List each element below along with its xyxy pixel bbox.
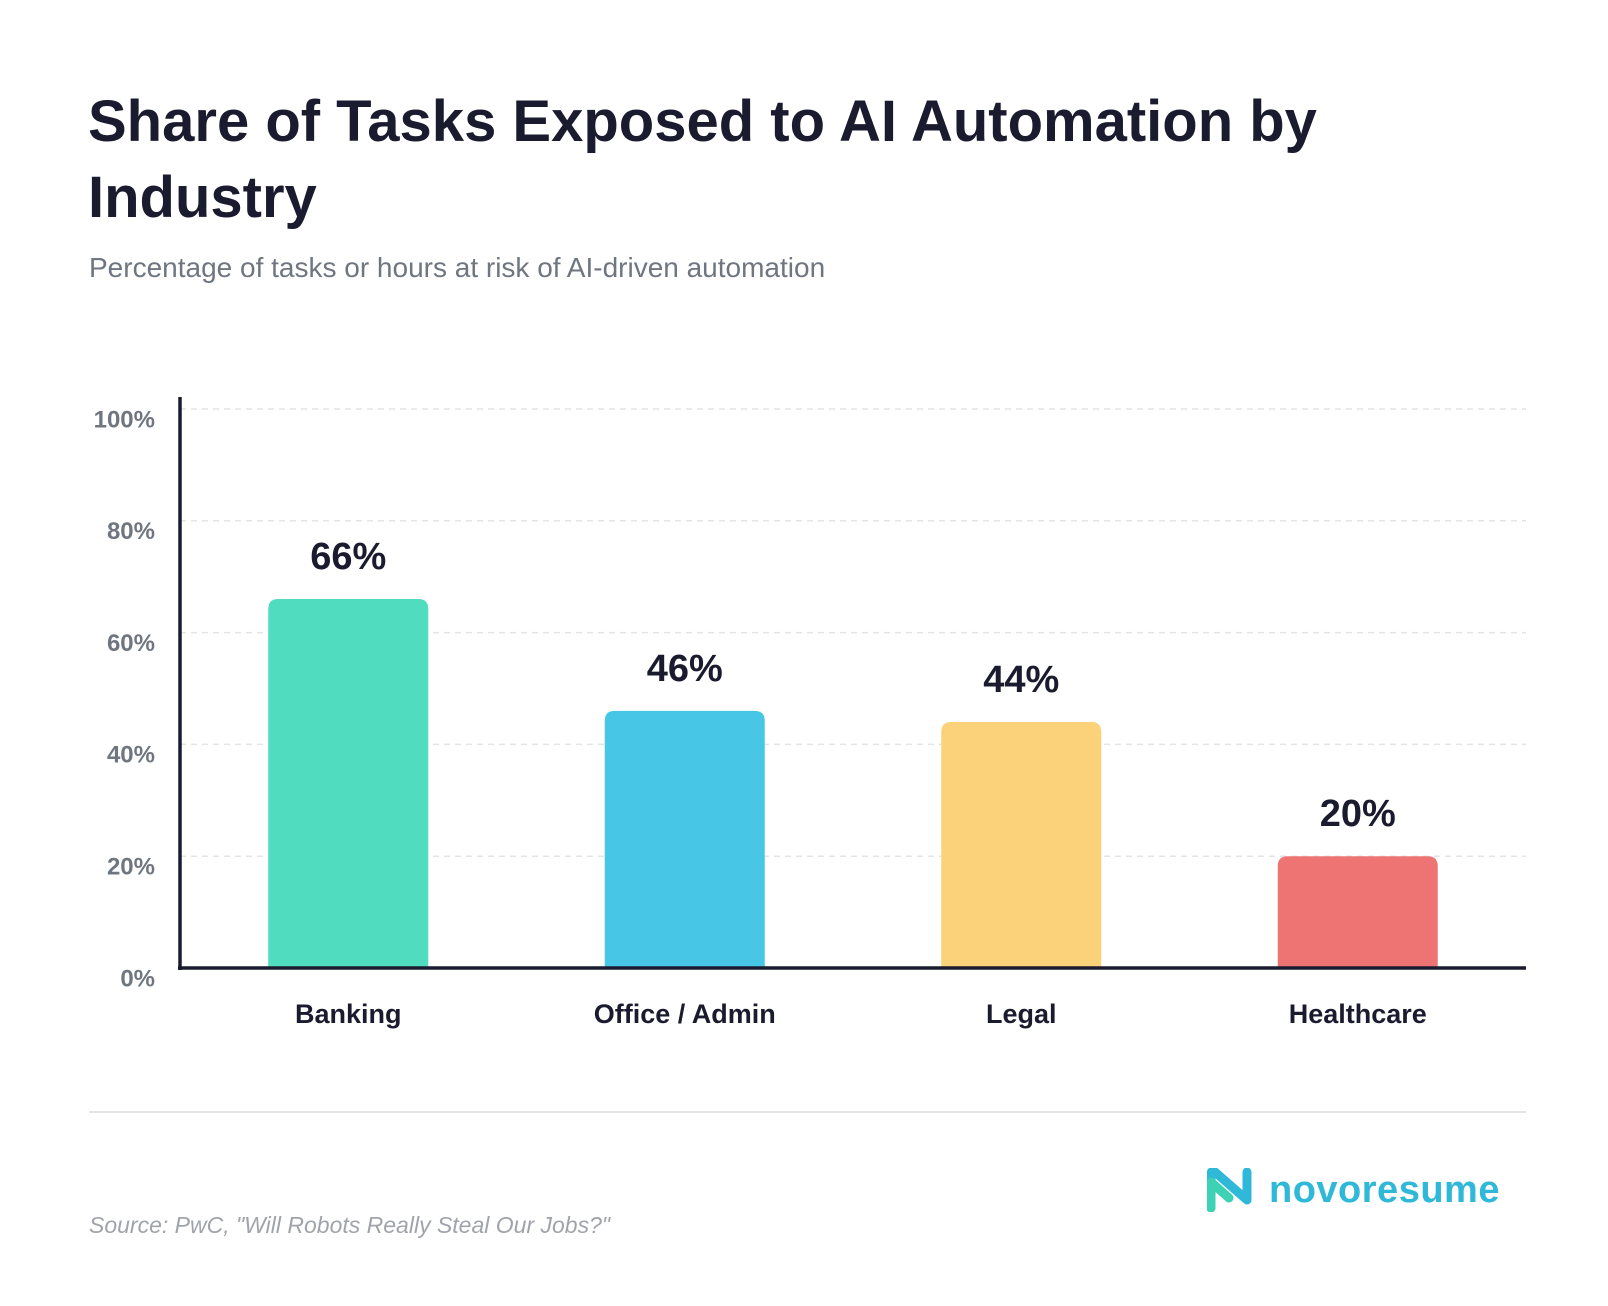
value-label: 46%	[647, 648, 723, 690]
chart-title: Share of Tasks Exposed to AI Automation …	[88, 89, 1317, 230]
x-tick-label: Banking	[295, 999, 402, 1029]
brand-name: novoresume	[1269, 1168, 1500, 1211]
value-label: 20%	[1320, 793, 1396, 835]
bar	[941, 722, 1102, 968]
brand-icon	[1207, 1168, 1252, 1212]
x-tick-label: Office / Admin	[594, 999, 776, 1029]
y-tick-label: 0%	[120, 965, 155, 992]
source-note: Source: PwC, "Will Robots Really Steal O…	[89, 1212, 611, 1238]
bar	[268, 599, 429, 968]
y-tick-label: 80%	[107, 518, 155, 545]
bar	[604, 710, 765, 968]
chart-subtitle: Percentage of tasks or hours at risk of …	[89, 252, 826, 283]
value-label: 44%	[983, 659, 1059, 701]
value-label: 66%	[310, 536, 386, 578]
y-tick-label: 60%	[107, 630, 155, 657]
y-tick-label: 40%	[107, 742, 155, 769]
y-tick-label: 100%	[94, 406, 155, 433]
y-tick-label: 20%	[107, 854, 155, 881]
x-tick-label: Healthcare	[1289, 999, 1427, 1029]
brand-logo: novoresume	[1207, 1168, 1500, 1212]
x-tick-label: Legal	[986, 999, 1057, 1029]
bar	[1277, 856, 1438, 968]
